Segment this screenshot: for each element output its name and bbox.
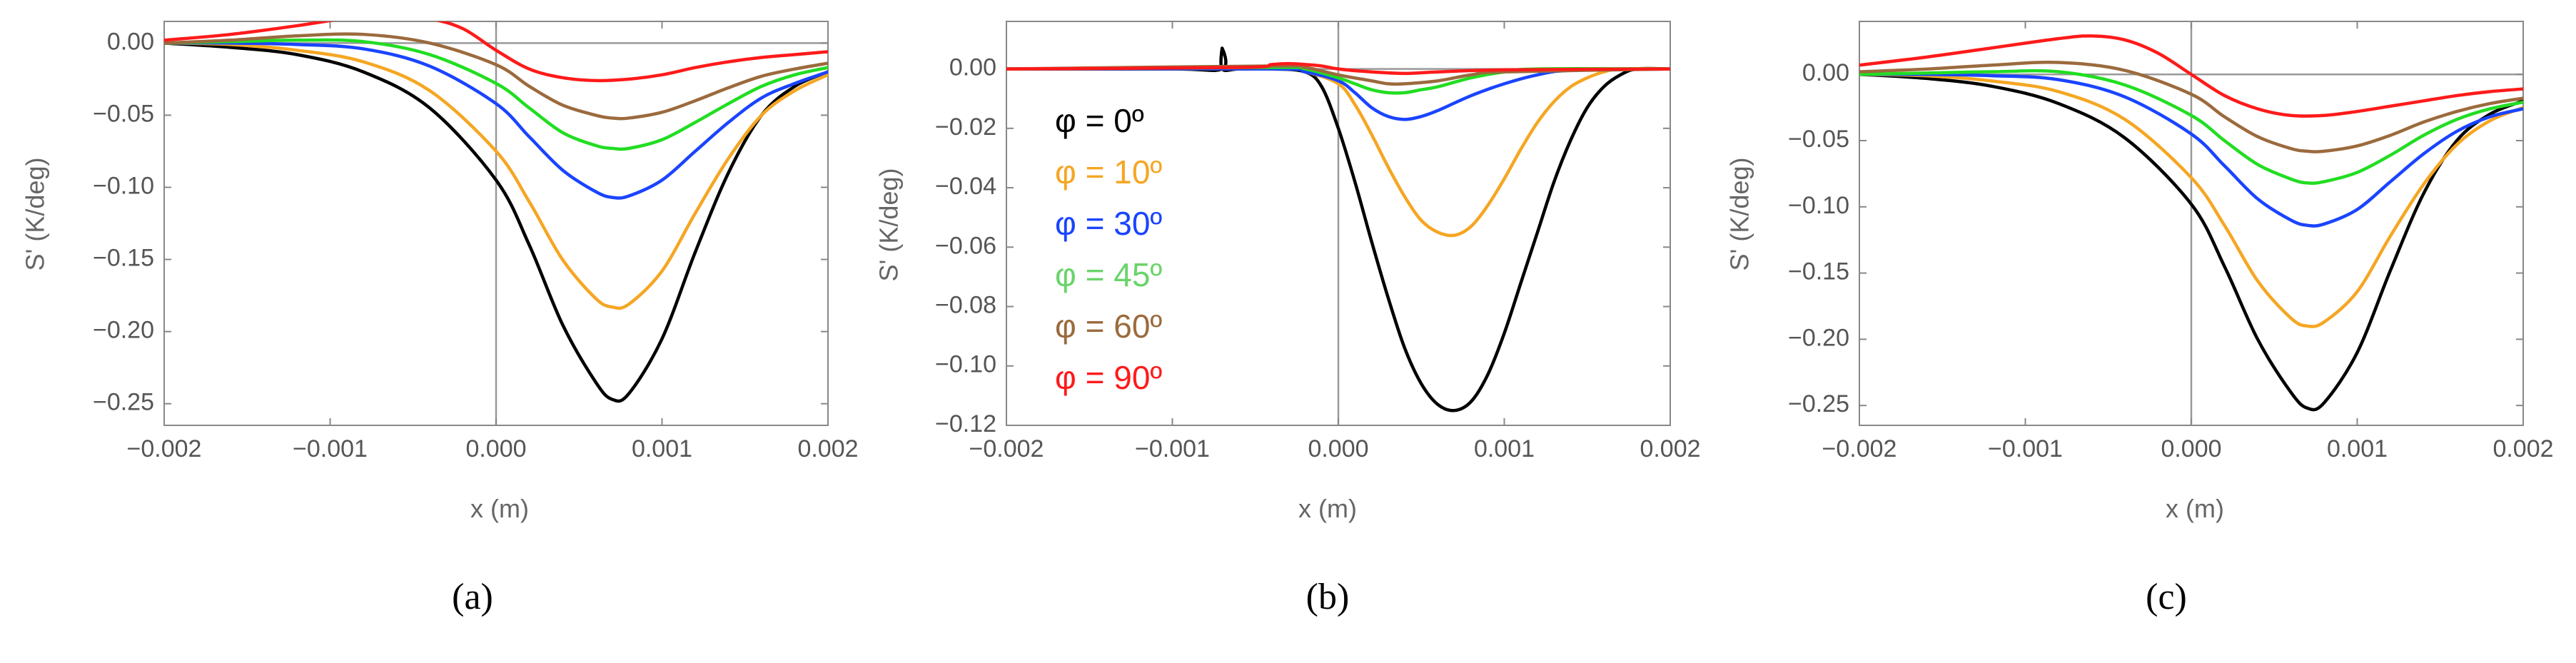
y-tick-label-c: −0.20 [1788,324,1849,351]
x-tick-label-b: −0.001 [1135,435,1210,462]
y-tick-label-c: −0.05 [1788,126,1849,153]
legend-entry-phi-10: φ = 10º [1055,153,1162,191]
chart-b: −0.002 −0.001 0.000 0.001 0.002 0.00 −0.02 −0.0… [935,21,1701,462]
y-tick-label-b: −0.12 [935,410,996,437]
series-line-c-phi-90 [1859,34,2523,118]
legend-entry-phi-0: φ = 0º [1055,102,1144,139]
y-tick-label-b: −0.06 [935,232,996,259]
y-tick-label-b: −0.02 [935,113,996,141]
y-tick-label-c: −0.10 [1788,192,1849,219]
panel-c: S' (K/deg) x (m) (c) [1725,158,2224,617]
series-line-a-phi-60 [164,32,828,121]
series-line-a-phi-45 [164,38,828,151]
legend-entry-phi-30: φ = 30º [1055,205,1162,242]
x-tick-label-a: −0.002 [127,435,202,462]
chart-c: −0.002 −0.001 0.000 0.001 0.002 0.00 −0.05 −0.1… [1788,21,2554,462]
y-axis-label-b: S' (K/deg) [874,168,904,282]
series-line-b-phi-90 [1006,61,1670,76]
x-axis-label-c: x (m) [2166,494,2224,523]
y-tick-label-c: −0.25 [1788,390,1849,417]
y-tick-label-b: 0.00 [949,54,996,81]
x-tick-label-b: 0.000 [1308,435,1368,462]
x-tick-label-a: 0.002 [797,435,858,462]
plot-layer: −0.002 −0.001 0.000 0.001 0.002 0.00 −0.05 −0.1… [93,21,2554,462]
y-axis-title-b: S' (K/deg) [874,168,904,282]
y-tick-label-a: 0.00 [107,28,154,55]
series-line-a-phi-0 [164,41,828,403]
series-group-b [1006,46,1670,413]
x-tick-label-c: −0.002 [1822,435,1897,462]
series-line-b-phi-30 [1006,67,1670,121]
panel-a: S' (K/deg) x (m) (a) [21,158,529,617]
legend-entry-phi-60: φ = 60º [1055,308,1162,345]
chart-a: −0.002 −0.001 0.000 0.001 0.002 0.00 −0.05 −0.1… [93,21,859,462]
x-tick-label-b: −0.002 [969,435,1044,462]
panel-b: S' (K/deg) x (m) (b) φ = 0º φ = 10º φ = … [874,102,1357,617]
series-group-c [1859,34,2523,412]
series-line-c-phi-45 [1859,69,2523,185]
y-axis-label-a: S' (K/deg) [21,158,50,271]
x-tick-label-a: 0.000 [465,435,526,462]
x-tick-label-c: 0.002 [2492,435,2553,462]
y-tick-label-b: −0.04 [935,173,996,200]
x-tick-label-a: 0.001 [632,435,692,462]
y-tick-label-a: −0.10 [93,172,154,199]
y-axis-title-a: S' (K/deg) [21,158,50,271]
x-tick-label-c: 0.000 [2161,435,2221,462]
series-line-c-phi-60 [1859,61,2523,153]
x-tick-label-c: 0.001 [2327,435,2388,462]
series-line-c-phi-30 [1859,72,2523,228]
y-tick-label-b: −0.08 [935,292,996,319]
legend-b: φ = 0º φ = 10º φ = 30º φ = 45º φ = 60º φ… [1055,102,1162,396]
y-tick-label-c: 0.00 [1802,59,1849,86]
y-tick-label-b: −0.10 [935,351,996,378]
y-axis-label-c: S' (K/deg) [1725,158,1754,271]
series-line-a-phi-90 [164,21,828,83]
series-line-a-phi-30 [164,41,828,200]
x-tick-label-a: −0.001 [293,435,368,462]
x-tick-label-b: 0.001 [1474,435,1535,462]
legend-entry-phi-90: φ = 90º [1055,359,1162,396]
y-tick-label-a: −0.05 [93,100,154,127]
panel-caption-a: (a) [452,577,493,617]
y-tick-label-a: −0.15 [93,245,154,272]
x-axis-label-a: x (m) [470,494,529,523]
series-group-a [164,21,828,403]
y-tick-label-a: −0.20 [93,317,154,344]
y-axis-title-c: S' (K/deg) [1725,158,1754,271]
series-line-c-phi-0 [1859,72,2523,412]
panel-caption-c: (c) [2146,577,2187,617]
series-line-c-phi-10 [1859,72,2523,328]
x-tick-label-c: −0.001 [1988,435,2063,462]
x-axis-label-b: x (m) [1298,494,1357,523]
panel-caption-b: (b) [1306,577,1350,617]
y-tick-label-c: −0.15 [1788,258,1849,285]
legend-entry-phi-45: φ = 45º [1055,256,1162,293]
series-line-a-phi-10 [164,41,828,310]
x-tick-label-b: 0.002 [1640,435,1700,462]
y-tick-label-a: −0.25 [93,389,154,416]
